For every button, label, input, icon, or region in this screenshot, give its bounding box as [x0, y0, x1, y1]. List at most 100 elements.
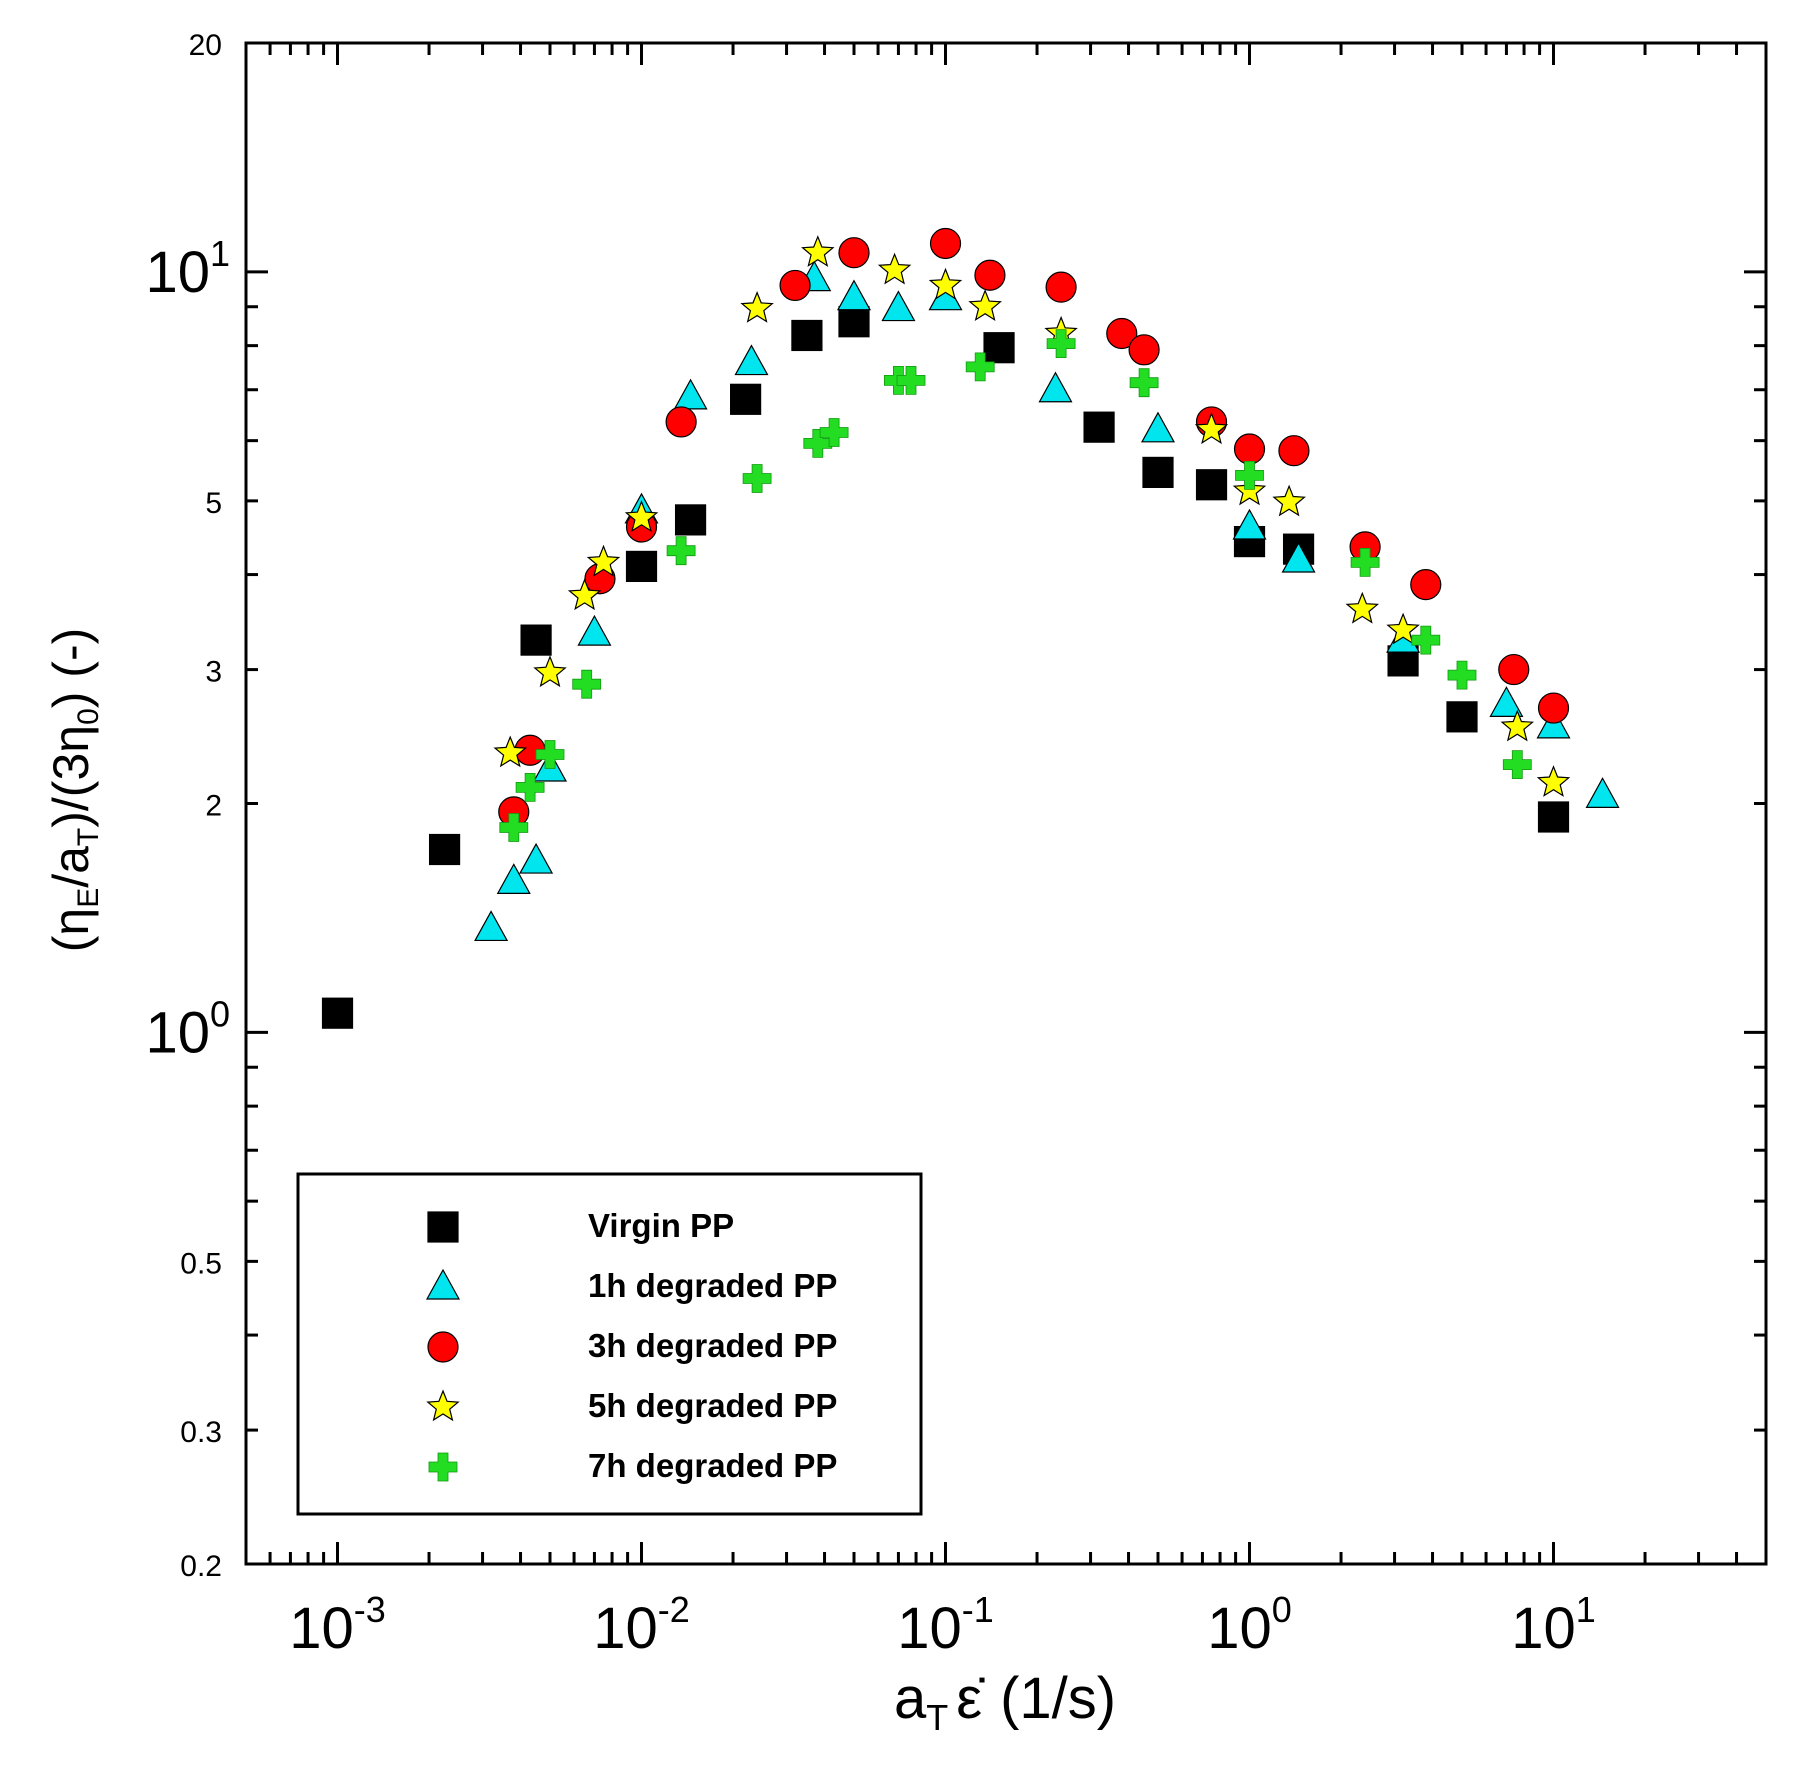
data-point-square [730, 383, 762, 415]
series-star [493, 235, 1571, 797]
data-point-triangle [734, 344, 769, 376]
data-point-cross [666, 536, 696, 566]
y-tick-label: 101 [145, 233, 230, 305]
data-point-square [1537, 801, 1570, 833]
data-point-square [1142, 456, 1174, 489]
y-tick-label: 100 [145, 993, 230, 1065]
data-point-star [1500, 709, 1535, 742]
x-tick-label: 101 [1511, 1589, 1596, 1661]
data-point-triangle [1232, 508, 1267, 540]
y-title-sub1: E [72, 888, 105, 908]
x-tick-label-base: 10 [289, 1596, 354, 1661]
data-point-circle [1233, 433, 1266, 465]
data-point-circle [974, 259, 1006, 291]
legend-marker-star [426, 1389, 460, 1422]
y-tick-label: 0.2 [180, 1550, 222, 1583]
data-point-circle [1278, 435, 1310, 467]
data-point-square [1446, 701, 1478, 733]
y-tick-label-exp: 1 [210, 233, 230, 274]
data-point-triangle [673, 378, 708, 410]
data-point-triangle [577, 614, 612, 646]
x-tick-label-exp: 1 [1576, 1589, 1596, 1630]
data-point-star [533, 655, 567, 688]
data-point-cross [1129, 368, 1159, 398]
data-point-star [968, 289, 1002, 322]
axis-ticks [244, 41, 1768, 1566]
y-tick-label: 2 [205, 790, 222, 823]
x-tick-label: 10-1 [897, 1589, 994, 1661]
data-point-cross [1447, 660, 1477, 690]
y-tick-label: 5 [205, 487, 222, 520]
data-point-square [321, 997, 354, 1029]
x-tick-label-base: 10 [593, 1596, 658, 1661]
data-point-cross [896, 365, 926, 395]
y-tick-label: 3 [205, 656, 222, 689]
y-tick-label: 0.5 [180, 1247, 222, 1280]
x-title-base: a [894, 1666, 927, 1731]
data-point-triangle [1585, 777, 1620, 808]
series-square [321, 306, 1570, 1029]
x-axis-title: aT ε̇ (1/s) [894, 1666, 1116, 1738]
data-point-cross [1502, 750, 1532, 779]
x-tick-label-exp: -1 [962, 1589, 994, 1630]
x-tick-label: 10-3 [289, 1589, 386, 1661]
data-point-square [674, 504, 707, 536]
data-point-cross [515, 773, 545, 802]
data-point-triangle [496, 863, 531, 894]
data-point-square [1083, 411, 1115, 443]
data-point-cross [819, 418, 849, 447]
y-title-close: ) (-) [43, 628, 99, 709]
y-axis-title: (ηE/aT)/(3η0) (-) [43, 628, 105, 953]
y-title-open: ( [43, 935, 99, 952]
x-title-unit: (1/s) [1000, 1666, 1116, 1731]
y-title-a: a [43, 846, 99, 874]
x-tick-label: 100 [1207, 1589, 1292, 1661]
data-point-star [928, 267, 963, 300]
legend: Virgin PP 1h degraded PP 3h degraded PP … [296, 1172, 923, 1516]
legend-marker-cross [428, 1452, 458, 1482]
legend-label-7h: 7h degraded PP [588, 1447, 837, 1484]
y-tick-label: 0.3 [180, 1416, 222, 1449]
data-point-cross [1046, 329, 1076, 359]
data-point-circle [1537, 692, 1570, 724]
series-triangle [474, 260, 1620, 942]
data-point-circle [1128, 334, 1160, 366]
data-point-circle [779, 269, 811, 302]
x-tick-label-base: 10 [1207, 1596, 1272, 1661]
legend-marker-triangle [425, 1268, 461, 1300]
x-tick-label-exp: 0 [1272, 1589, 1292, 1630]
x-tick-label-base: 10 [897, 1596, 962, 1661]
data-point-square [520, 624, 552, 656]
legend-label-1h: 1h degraded PP [588, 1267, 837, 1304]
data-point-square [983, 332, 1015, 364]
data-point-cross [803, 428, 833, 458]
legend-label-virgin: Virgin PP [588, 1207, 734, 1244]
data-point-cross [499, 813, 529, 842]
legend-markers [425, 1211, 461, 1482]
data-point-star [801, 235, 835, 267]
data-point-star [740, 290, 774, 323]
data-point-square [1195, 469, 1228, 501]
y-title-mid: )/(3 [43, 753, 99, 828]
data-point-cross [572, 669, 602, 699]
x-tick-label: 10-2 [593, 1589, 690, 1661]
x-tick-label-exp: -3 [354, 1589, 386, 1630]
data-point-star [567, 578, 602, 611]
data-point-star [1272, 484, 1306, 517]
data-point-triangle [1038, 371, 1073, 403]
data-point-triangle [519, 842, 554, 874]
data-point-star [1536, 765, 1571, 797]
data-point-triangle [881, 290, 916, 322]
data-point-cross [1411, 625, 1441, 655]
y-title-sub0: 0 [72, 708, 105, 725]
data-point-cross [742, 464, 772, 493]
legend-marker-square [427, 1211, 459, 1243]
data-point-circle [929, 227, 962, 260]
data-point-triangle [474, 910, 509, 942]
data-points [321, 227, 1620, 1029]
legend-label-5h: 5h degraded PP [588, 1387, 837, 1424]
x-title-symbol: ε̇ [956, 1666, 985, 1731]
data-point-circle [1410, 569, 1442, 601]
data-point-square [428, 833, 461, 866]
